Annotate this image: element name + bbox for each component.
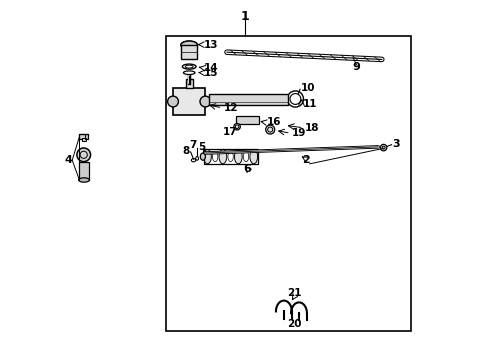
Ellipse shape [250,149,258,164]
Bar [79,162,90,180]
Text: 12: 12 [223,103,238,113]
Bar [236,116,259,124]
Ellipse shape [234,149,242,164]
Text: 5: 5 [198,142,205,152]
Text: 3: 3 [392,139,400,149]
Text: 16: 16 [267,117,281,127]
Ellipse shape [77,148,91,162]
Text: 14: 14 [204,63,218,73]
Text: 21: 21 [288,288,302,298]
Ellipse shape [200,153,205,160]
Text: 15: 15 [204,68,218,78]
Bar [173,88,205,115]
Text: 13: 13 [204,40,218,50]
Text: 19: 19 [292,128,306,138]
Text: 20: 20 [288,319,302,329]
Bar [209,94,288,105]
Ellipse shape [380,144,387,151]
Text: 18: 18 [304,123,319,133]
Ellipse shape [266,125,275,134]
Text: 4: 4 [65,155,73,165]
Text: 1: 1 [241,10,249,23]
Text: 8: 8 [182,146,189,156]
Text: 9: 9 [353,62,361,72]
Text: 7: 7 [189,140,196,150]
Text: 10: 10 [301,83,315,93]
Circle shape [168,96,178,107]
Text: 17: 17 [223,127,238,138]
Bar [166,36,411,331]
Ellipse shape [234,123,240,130]
Bar [186,79,193,88]
Ellipse shape [204,149,211,164]
Text: 11: 11 [303,99,317,109]
Ellipse shape [181,41,197,49]
Bar [204,149,258,164]
Bar [82,138,86,141]
Text: 6: 6 [243,164,251,174]
Ellipse shape [219,149,227,164]
Text: 2: 2 [302,155,310,165]
Bar [181,45,197,59]
Circle shape [200,96,211,107]
Bar [79,134,88,139]
Ellipse shape [79,178,90,182]
